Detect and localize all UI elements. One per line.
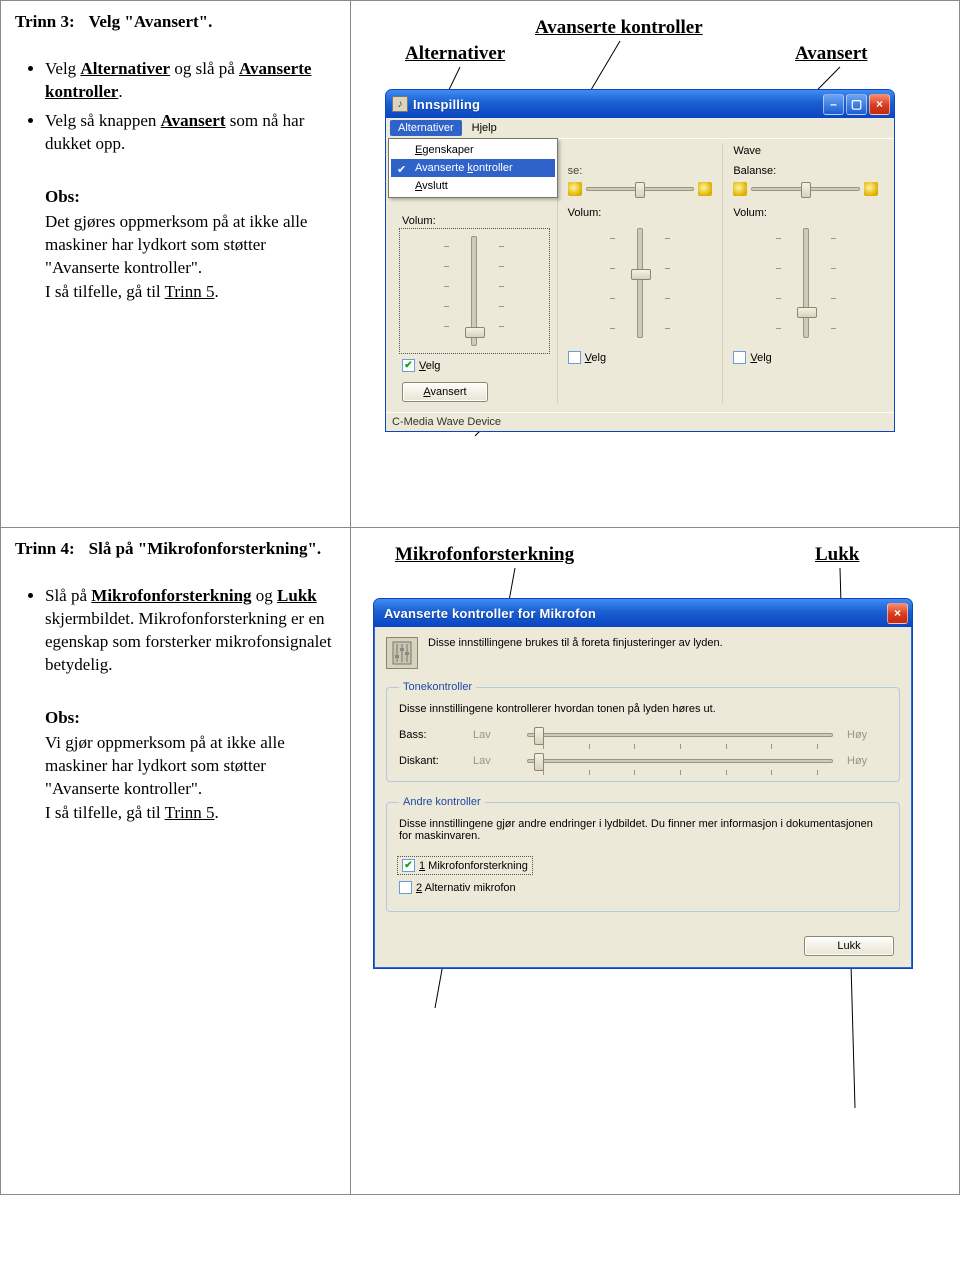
bass-low: Lav (473, 729, 513, 741)
dialog-close-button[interactable]: × (887, 603, 908, 624)
step4-obs-heading: Obs: (45, 707, 336, 730)
balance-slider-2[interactable] (568, 179, 713, 199)
window-titlebar[interactable]: ♪ Innspilling – ▢ × (386, 90, 894, 118)
other-desc: Disse innstillingene gjør andre endringe… (399, 818, 887, 842)
step3-bullet-2: Velg så knappen Avansert som nå har dukk… (45, 110, 336, 156)
balanse-label-3: Balanse: (733, 165, 878, 179)
group-tonekontroller: Tonekontroller Disse innstillingene kont… (386, 681, 900, 782)
tone-desc: Disse innstillingene kontrollerer hvorda… (399, 703, 887, 715)
status-bar: C-Media Wave Device (386, 412, 894, 431)
step4-bullet-1: Slå på Mikrofonforsterkning og Lukk skje… (45, 585, 336, 677)
velg-checkbox-2[interactable]: Velg (568, 351, 606, 364)
speaker-right-icon (698, 182, 712, 196)
mixer-col2-title (568, 145, 713, 159)
step3-obs-heading: Obs: (45, 186, 336, 209)
step4-title: Slå på "Mikrofonforsterkning". (89, 538, 322, 561)
menu-item-avslutt[interactable]: Avslutt (391, 177, 555, 195)
volume-slider-2[interactable] (568, 223, 713, 343)
checkbox-icon (733, 351, 746, 364)
diskant-low: Lav (473, 755, 513, 767)
volum-label-1: Volum: (402, 215, 547, 227)
mixer-col3-title: Wave (733, 145, 878, 159)
step4-label: Trinn 4: (15, 538, 75, 561)
close-button[interactable]: × (869, 94, 890, 115)
step4-obs-text: Vi gjør oppmerksom på at ikke alle maski… (45, 732, 336, 801)
menu-item-avanserte-kontroller[interactable]: ✔ Avanserte kontroller (391, 159, 555, 177)
step3-obs-text: Det gjøres oppmerksom på at ikke alle ma… (45, 211, 336, 280)
step4-obs-text2: I så tilfelle, gå til Trinn 5. (45, 802, 336, 825)
speaker-right-icon (864, 182, 878, 196)
balance-slider-3[interactable] (733, 179, 878, 199)
checkbox-icon: ✔ (402, 359, 415, 372)
bass-label: Bass: (399, 729, 459, 741)
app-icon: ♪ (392, 96, 408, 112)
checkbox-mikrofonforsterkning[interactable]: ✔ 1 Mikrofonforsterkning (399, 858, 531, 873)
volume-slider-3[interactable] (733, 223, 878, 343)
checkbox-icon (399, 881, 412, 894)
step3-bullet-1: Velg Alternativer og slå på Avanserte ko… (45, 58, 336, 104)
annot-alternativer: Alternativer (405, 43, 505, 65)
mixer-icon (386, 637, 418, 669)
check-icon: ✔ (397, 163, 406, 176)
annot-avansert: Avansert (795, 43, 867, 65)
dialog-titlebar[interactable]: Avanserte kontroller for Mikrofon × (374, 599, 912, 627)
menu-alternativer[interactable]: Alternativer (390, 120, 462, 136)
velg-checkbox-3[interactable]: Velg (733, 351, 771, 364)
volume-slider-1[interactable] (402, 231, 547, 351)
checkbox-icon (568, 351, 581, 364)
bass-high: Høy (847, 729, 887, 741)
maximize-button[interactable]: ▢ (846, 94, 867, 115)
volum-label-3: Volum: (733, 207, 878, 219)
annot-mikrofonforsterkning: Mikrofonforsterkning (395, 544, 574, 566)
velg-checkbox-1[interactable]: ✔ Velg (402, 359, 440, 372)
checkbox-icon: ✔ (402, 859, 415, 872)
dialog-title: Avanserte kontroller for Mikrofon (380, 606, 887, 621)
minimize-button[interactable]: – (823, 94, 844, 115)
annot-avanserte-kontroller: Avanserte kontroller (535, 17, 703, 39)
menu-item-egenskaper[interactable]: Egenskaper (391, 141, 555, 159)
lukk-button[interactable]: Lukk (804, 936, 894, 956)
diskant-high: Høy (847, 755, 887, 767)
dialog-intro-text: Disse innstillingene brukes til å foreta… (428, 637, 723, 649)
legend-other: Andre kontroller (399, 796, 485, 808)
step3-obs-text2: I så tilfelle, gå til Trinn 5. (45, 281, 336, 304)
speaker-left-icon (568, 182, 582, 196)
menu-hjelp[interactable]: Hjelp (464, 120, 505, 136)
avansert-button[interactable]: Avansert (402, 382, 488, 402)
volum-label-2: Volum: (568, 207, 713, 219)
diskant-slider[interactable] (527, 759, 833, 763)
window-title: Innspilling (413, 97, 823, 112)
group-andre-kontroller: Andre kontroller Disse innstillingene gj… (386, 796, 900, 912)
step3-title: Velg "Avansert". (89, 11, 213, 34)
step3-label: Trinn 3: (15, 11, 75, 34)
checkbox-alternativ-mikrofon[interactable]: 2 Alternativ mikrofon (399, 881, 516, 894)
bass-slider[interactable] (527, 733, 833, 737)
annot-lukk: Lukk (815, 544, 859, 566)
diskant-label: Diskant: (399, 755, 459, 767)
legend-tone: Tonekontroller (399, 681, 476, 693)
speaker-left-icon (733, 182, 747, 196)
